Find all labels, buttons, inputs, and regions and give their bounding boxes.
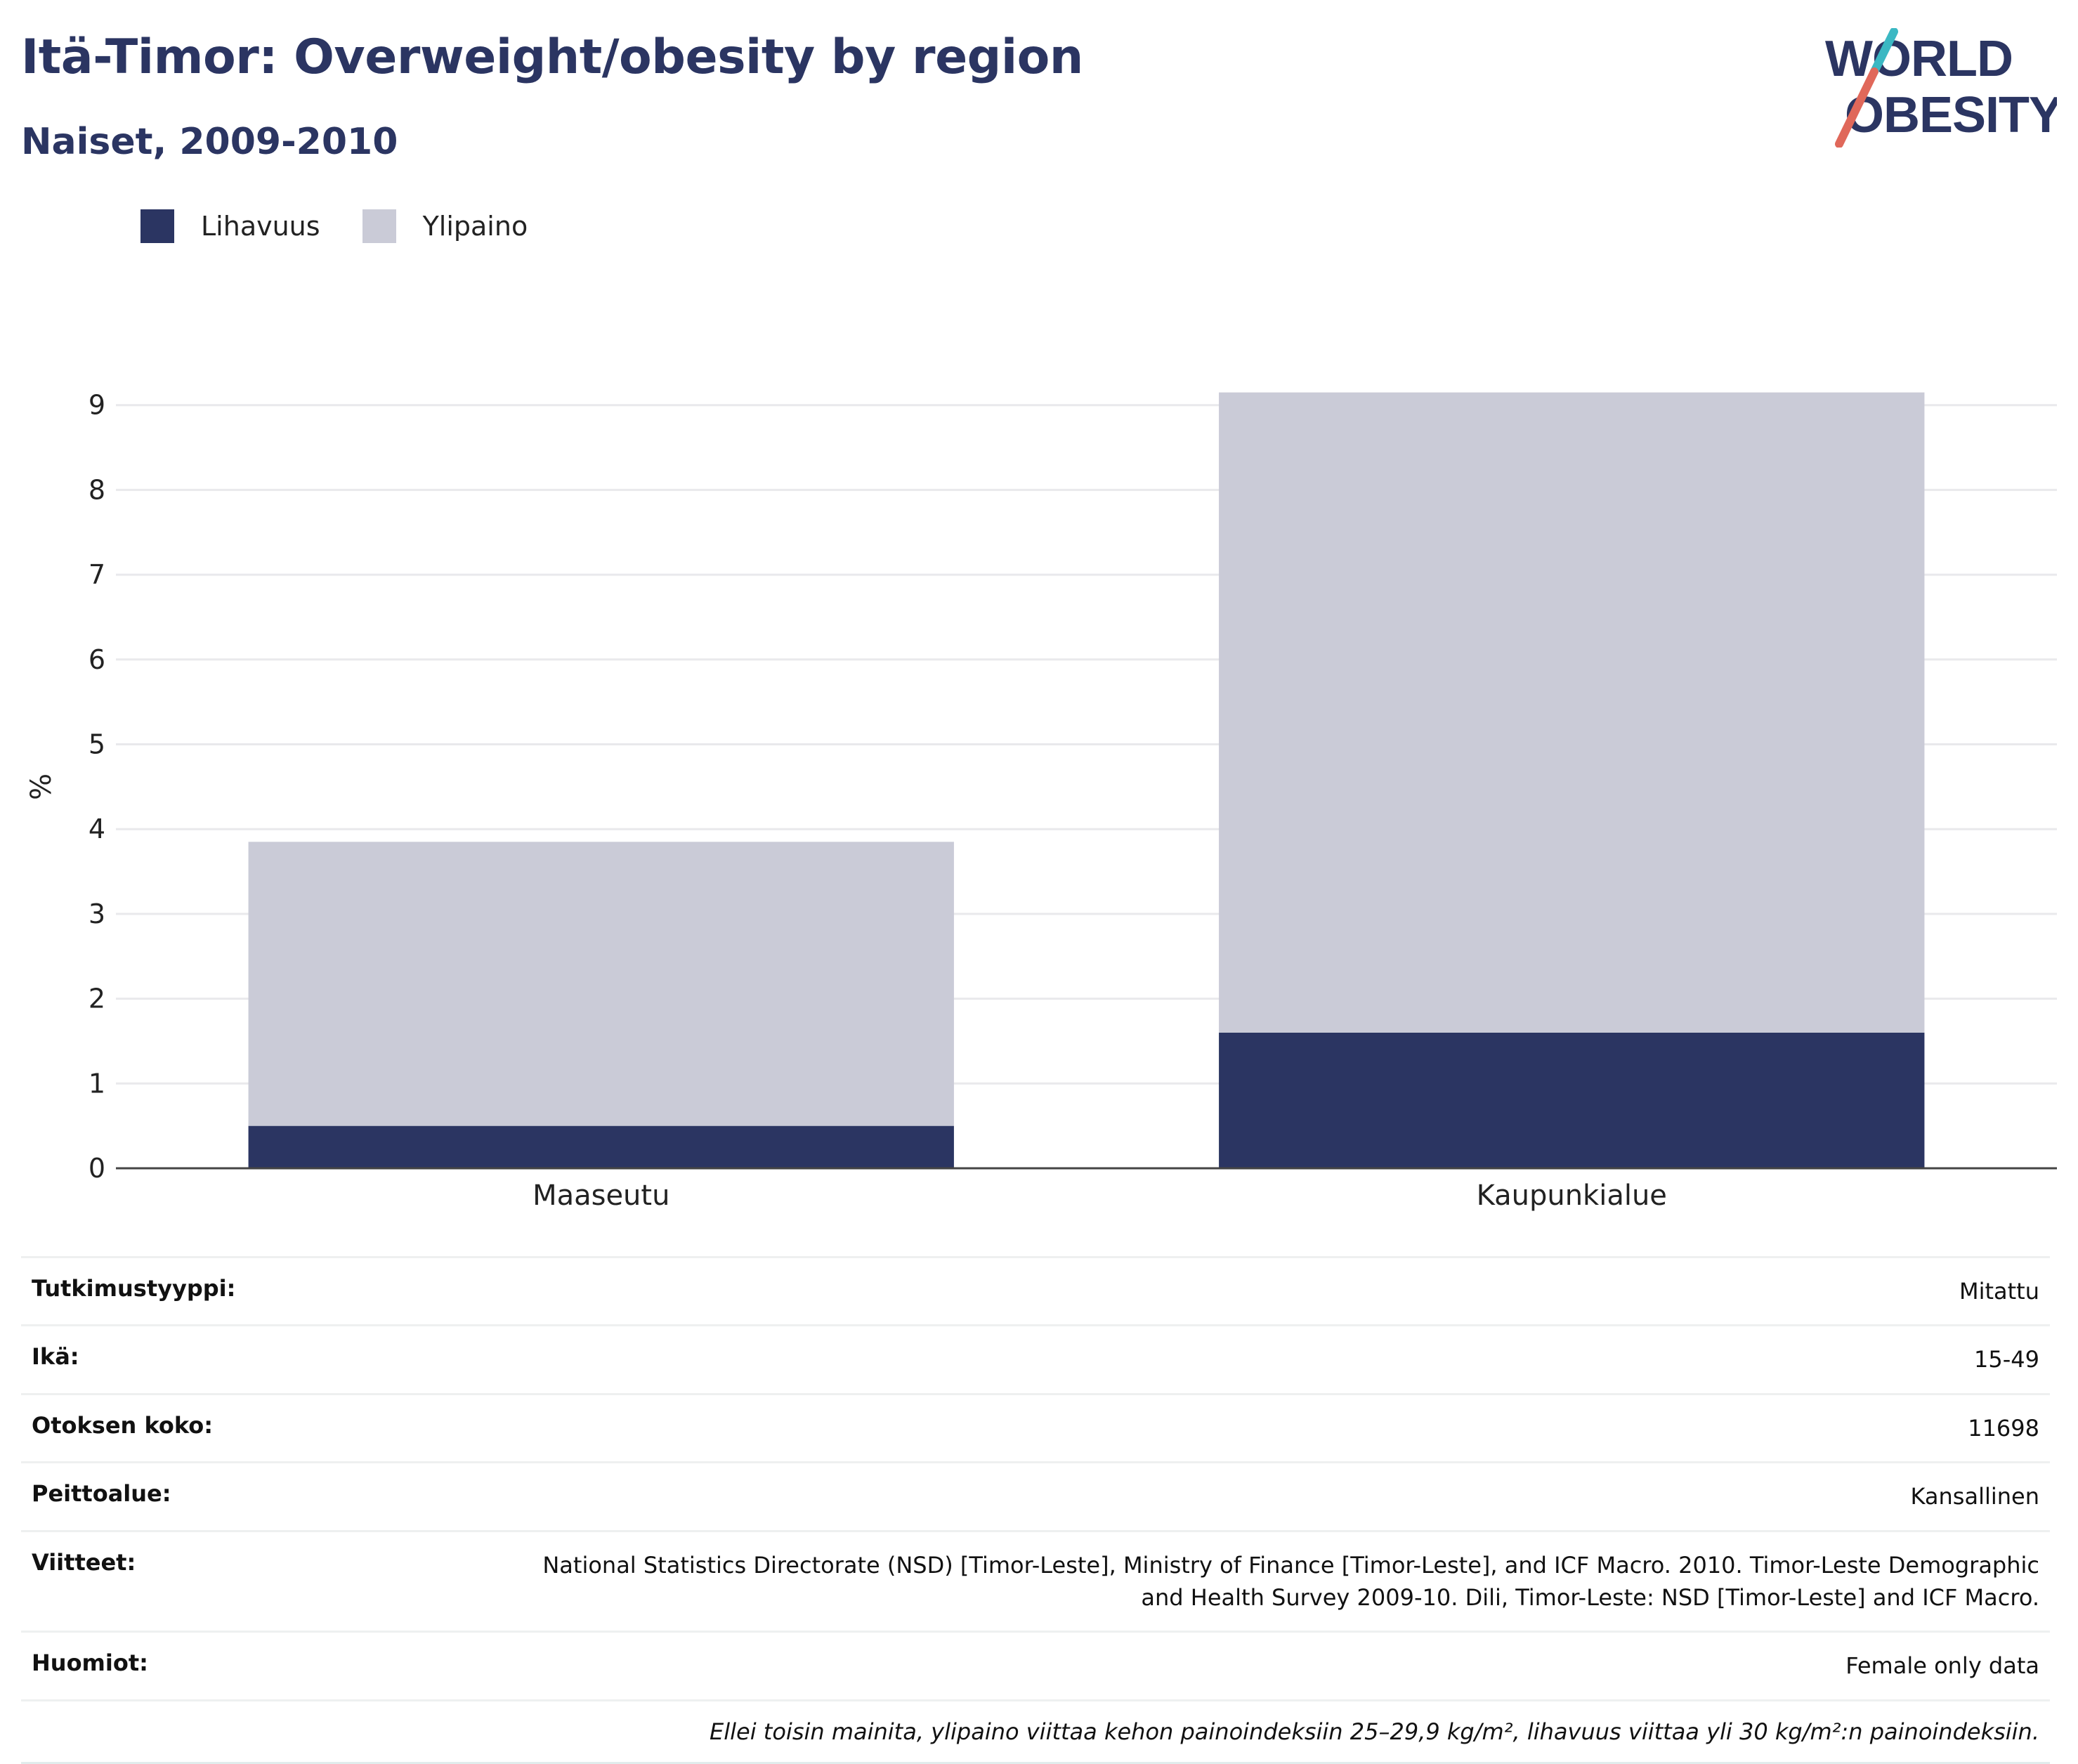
info-value: 15-49 [1974, 1346, 2039, 1373]
chart-subtitle: Naiset, 2009-2010 [21, 121, 398, 163]
info-label: Tutkimustyyppi: [32, 1275, 236, 1302]
y-tick-label: 3 [89, 899, 105, 929]
info-row-notes: Huomiot: Female only data [21, 1631, 2050, 1699]
y-tick-label: 1 [89, 1068, 105, 1099]
bar-obesity-0 [248, 1125, 954, 1168]
info-row-references: Viitteet: National Statistics Directorat… [21, 1529, 2050, 1631]
legend-swatch-overweight [362, 209, 396, 243]
y-tick-label: 4 [89, 814, 105, 844]
info-label: Huomiot: [32, 1649, 148, 1677]
y-tick-label: 6 [89, 644, 105, 675]
y-tick-label: 0 [89, 1153, 105, 1184]
info-label: Ikä: [32, 1343, 79, 1371]
bar-obesity-1 [1219, 1032, 1925, 1168]
info-label: Viitteet: [32, 1548, 136, 1576]
x-tick-label: Kaupunkialue [1477, 1180, 1667, 1212]
info-row-age: Ikä: 15-49 [21, 1324, 2050, 1392]
definition-footnote: Ellei toisin mainita, ylipaino viittaa k… [21, 1699, 2050, 1764]
legend-swatch-obesity [141, 209, 174, 243]
info-value: Female only data [1845, 1652, 2039, 1680]
bar-overweight-1 [1219, 392, 1925, 1033]
legend-label-overweight: Ylipaino [422, 211, 528, 242]
info-value: Mitattu [1959, 1278, 2039, 1305]
legend-item-obesity[interactable]: Lihavuus [141, 209, 320, 243]
info-label: Otoksen koko: [32, 1411, 214, 1439]
info-row-coverage: Peittoalue: Kansallinen [21, 1461, 2050, 1529]
info-row-sample-size: Otoksen koko: 11698 [21, 1392, 2050, 1461]
world-obesity-logo: WORLD OBESITY [1825, 28, 2057, 148]
info-value: National Statistics Directorate (NSD) [T… [542, 1551, 2039, 1611]
info-value: 11698 [1968, 1414, 2039, 1442]
info-value: Kansallinen [1910, 1483, 2039, 1510]
chart-title: Itä-Timor: Overweight/obesity by region [21, 30, 1083, 85]
survey-info-table: Tutkimustyyppi: Mitattu Ikä: 15-49 Otoks… [21, 1256, 2050, 1764]
legend-item-overweight[interactable]: Ylipaino [362, 209, 528, 243]
svg-text:OBESITY: OBESITY [1845, 87, 2057, 143]
y-tick-label: 7 [89, 559, 105, 590]
y-axis-label: % [25, 773, 58, 800]
y-tick-label: 2 [89, 984, 105, 1014]
y-tick-label: 5 [89, 729, 105, 760]
y-tick-label: 8 [89, 474, 105, 505]
y-tick-label: 9 [89, 390, 105, 421]
x-tick-label: Maaseutu [532, 1180, 669, 1212]
info-label: Peittoalue: [32, 1480, 171, 1508]
bar-overweight-0 [248, 842, 954, 1126]
svg-text:WORLD: WORLD [1825, 31, 2013, 87]
bar-chart: 0 1 2 3 4 5 6 7 8 9% Maaseutu Kaupunkialue [25, 390, 2057, 1212]
chart-legend: Lihavuus Ylipaino [141, 209, 570, 243]
info-row-study-type: Tutkimustyyppi: Mitattu [21, 1256, 2050, 1324]
legend-label-obesity: Lihavuus [201, 211, 320, 242]
